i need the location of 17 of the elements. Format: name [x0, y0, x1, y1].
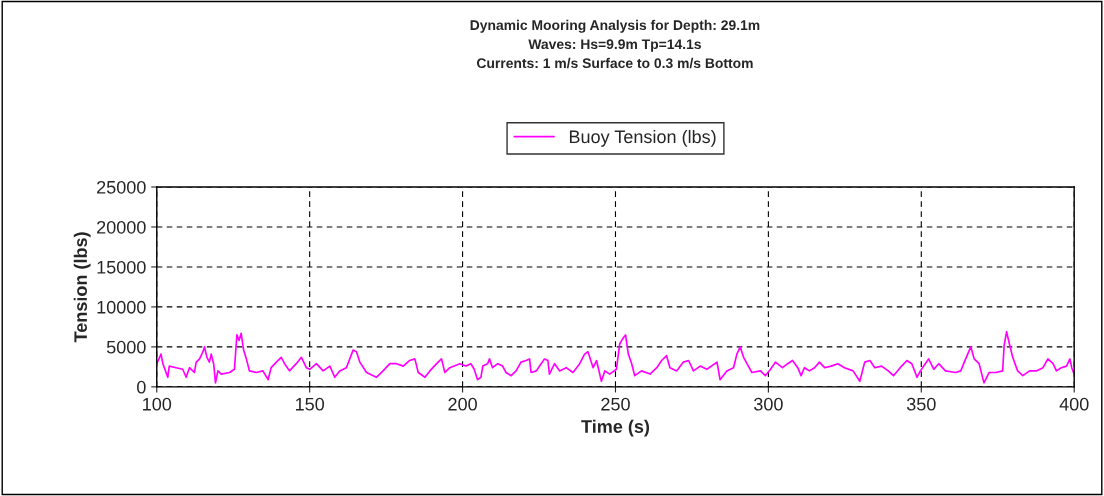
- chart-title: Dynamic Mooring Analysis for Depth: 29.1m Waves: Hs=9.9m Tp=14.1s Currents: 1 m/s Surface to 0.3 m/s Bottom: [470, 19, 760, 69]
- x-tick-label: 350: [906, 397, 936, 411]
- y-tick-label: 25000: [97, 180, 146, 194]
- x-tick-label: 150: [295, 397, 325, 411]
- x-tick-label: 200: [448, 397, 477, 411]
- x-tick-label: 100: [143, 397, 172, 411]
- y-axis-title: Tension (lbs): [73, 232, 91, 343]
- x-axis-title: Time (s): [581, 419, 650, 437]
- x-tick-label: 300: [754, 397, 783, 411]
- legend-label: Buoy Tension (lbs): [569, 129, 716, 147]
- y-tick-label: 5000: [106, 340, 146, 354]
- y-tick-label: 15000: [97, 260, 146, 274]
- y-tick-label: 10000: [97, 300, 146, 314]
- y-tick-label: 0: [137, 380, 146, 394]
- x-tick-label: 400: [1059, 397, 1089, 411]
- x-tick-label: 250: [601, 397, 630, 411]
- y-tick-label: 20000: [97, 220, 146, 234]
